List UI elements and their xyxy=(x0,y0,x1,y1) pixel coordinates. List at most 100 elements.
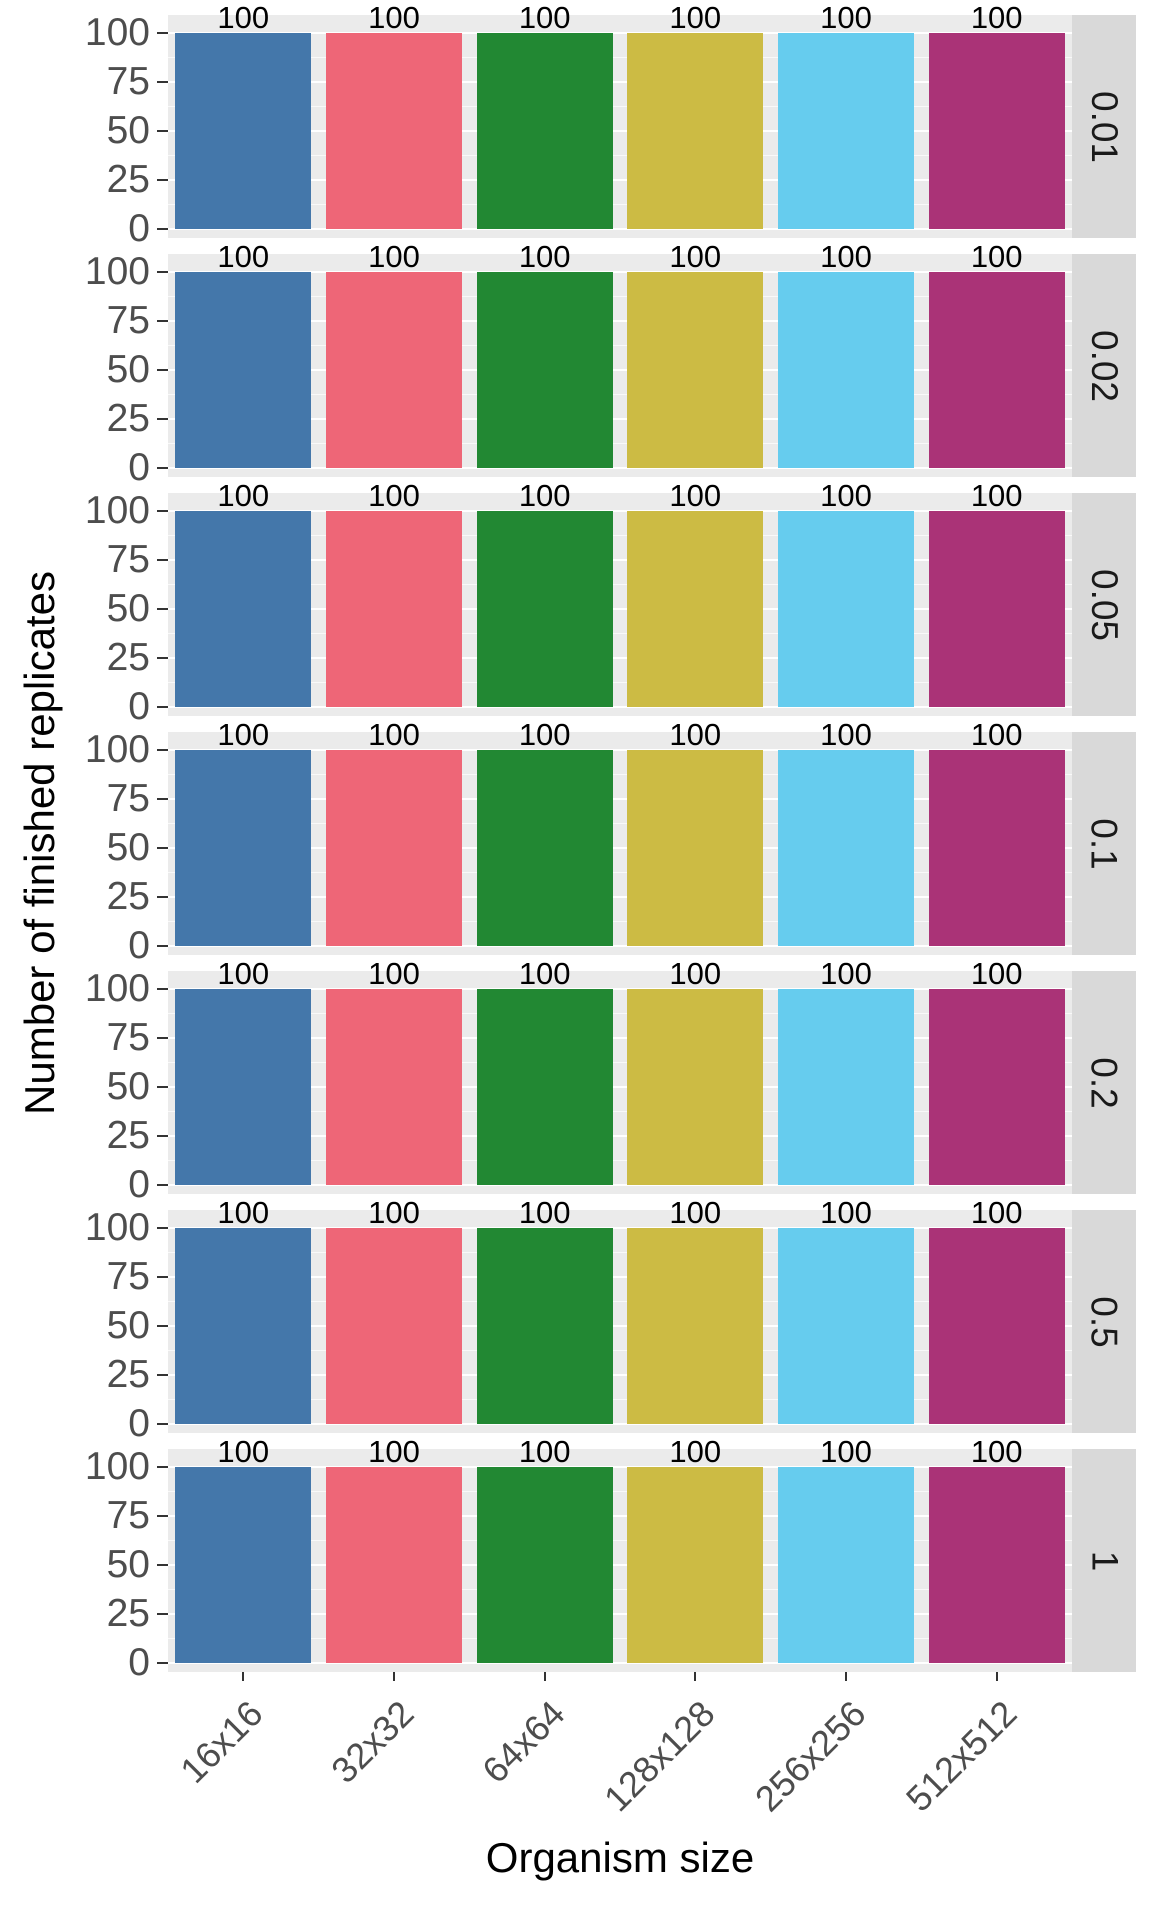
y-axis-tick-label: 25 xyxy=(106,636,150,679)
gridline-minor xyxy=(168,1638,1072,1639)
bar xyxy=(476,750,613,946)
facet-strip-label: 0.2 xyxy=(1084,1056,1125,1109)
y-axis-tick-label: 0 xyxy=(128,685,150,728)
y-axis-tick xyxy=(157,945,168,947)
bar-value-label: 100 xyxy=(217,0,270,35)
x-axis-tick xyxy=(393,1672,395,1681)
bar-value-label: 100 xyxy=(518,1434,571,1469)
bar-value-label: 100 xyxy=(820,956,872,991)
gridline-major xyxy=(168,1325,1072,1327)
facet-panel: 100 100 100 100 100 100 xyxy=(168,1436,1072,1672)
y-axis-tick xyxy=(157,798,168,800)
y-axis-tick-label: 75 xyxy=(106,538,150,581)
gridline-major xyxy=(168,1037,1072,1039)
bar xyxy=(778,989,914,1185)
bar xyxy=(476,1467,613,1663)
bar xyxy=(928,272,1065,468)
bar xyxy=(175,272,312,468)
y-axis-tick-label: 100 xyxy=(84,11,150,54)
y-axis-tick xyxy=(157,81,168,83)
y-axis-tick xyxy=(157,988,168,990)
bar xyxy=(326,511,462,707)
facet-strip-label: 1 xyxy=(1083,1550,1125,1571)
y-axis-tick xyxy=(157,1374,168,1376)
y-axis-tick-label: 25 xyxy=(106,397,150,440)
bar xyxy=(928,1228,1065,1424)
bar-value-label: 100 xyxy=(368,1434,420,1469)
gridline-minor xyxy=(168,394,1072,395)
facet-strip: 0.5 xyxy=(1072,1210,1136,1433)
gridline-major xyxy=(168,1564,1072,1566)
y-axis-tick-label: 100 xyxy=(84,728,150,771)
gridline-major xyxy=(168,1374,1072,1376)
gridline-major xyxy=(168,559,1072,561)
y-axis-tick-label: 50 xyxy=(106,587,150,630)
gridline-minor xyxy=(168,872,1072,873)
bar-value-label: 100 xyxy=(217,1434,270,1469)
bar xyxy=(326,33,462,229)
gridline-minor xyxy=(168,57,1072,58)
bar xyxy=(326,1228,462,1424)
bar-value-label: 100 xyxy=(518,717,571,752)
y-axis-tick-label: 50 xyxy=(106,109,150,152)
y-axis-tick xyxy=(157,657,168,659)
gridline-major xyxy=(168,32,1072,34)
bar xyxy=(476,33,613,229)
y-axis-tick xyxy=(157,608,168,610)
gridline-minor xyxy=(168,345,1072,346)
bar xyxy=(778,33,914,229)
facet-strip-label: 0.1 xyxy=(1084,817,1125,870)
bar xyxy=(627,750,764,946)
bar xyxy=(627,272,764,468)
gridline-minor xyxy=(168,1540,1072,1541)
gridline-major xyxy=(168,418,1072,420)
y-axis-tick-label: 75 xyxy=(106,1255,150,1298)
facet-panel: 100 100 100 100 100 100 xyxy=(168,241,1072,477)
bar-value-label: 100 xyxy=(970,239,1023,274)
bar xyxy=(476,511,613,707)
facet-strip-label: 0.05 xyxy=(1084,568,1126,641)
bar-value-label: 100 xyxy=(669,1434,722,1469)
bar-value-label: 100 xyxy=(217,1195,270,1230)
gridline-major xyxy=(168,847,1072,849)
y-axis-tick xyxy=(157,1662,168,1664)
gridline-minor xyxy=(168,1301,1072,1302)
bar-value-label: 100 xyxy=(970,717,1023,752)
bar-value-label: 100 xyxy=(970,956,1023,991)
gridline-major xyxy=(168,1423,1072,1425)
gridline-major xyxy=(168,1662,1072,1664)
gridline-minor xyxy=(168,633,1072,634)
bar xyxy=(175,989,312,1185)
gridline-major xyxy=(168,271,1072,273)
y-axis-tick xyxy=(157,1613,168,1615)
facet-panel: 100 100 100 100 100 100 xyxy=(168,719,1072,955)
y-axis-tick-label: 100 xyxy=(84,1445,150,1488)
bar-value-label: 100 xyxy=(217,239,270,274)
y-axis-tick xyxy=(157,320,168,322)
bar xyxy=(476,272,613,468)
gridline-major xyxy=(168,1613,1072,1615)
gridline-major xyxy=(168,706,1072,708)
bar xyxy=(928,989,1065,1185)
bar-value-label: 100 xyxy=(669,717,722,752)
y-axis-tick xyxy=(157,510,168,512)
bar-value-label: 100 xyxy=(669,0,722,35)
gridline-major xyxy=(168,798,1072,800)
gridline-major xyxy=(168,1227,1072,1229)
bar xyxy=(627,511,764,707)
x-axis-tick xyxy=(845,1672,847,1681)
y-axis-tick xyxy=(157,1135,168,1137)
y-axis-tick-label: 0 xyxy=(128,207,150,250)
y-axis-tick xyxy=(157,228,168,230)
y-axis-tick-label: 0 xyxy=(128,446,150,489)
facet-strip-label: 0.5 xyxy=(1084,1295,1125,1348)
gridline-major xyxy=(168,179,1072,181)
gridline-minor xyxy=(168,921,1072,922)
y-axis-tick xyxy=(157,1086,168,1088)
x-axis-tick xyxy=(694,1672,697,1681)
y-axis-tick xyxy=(157,179,168,181)
gridline-minor xyxy=(168,535,1072,536)
x-axis-tick xyxy=(242,1672,245,1681)
bar xyxy=(627,1467,764,1663)
bar xyxy=(175,1228,312,1424)
